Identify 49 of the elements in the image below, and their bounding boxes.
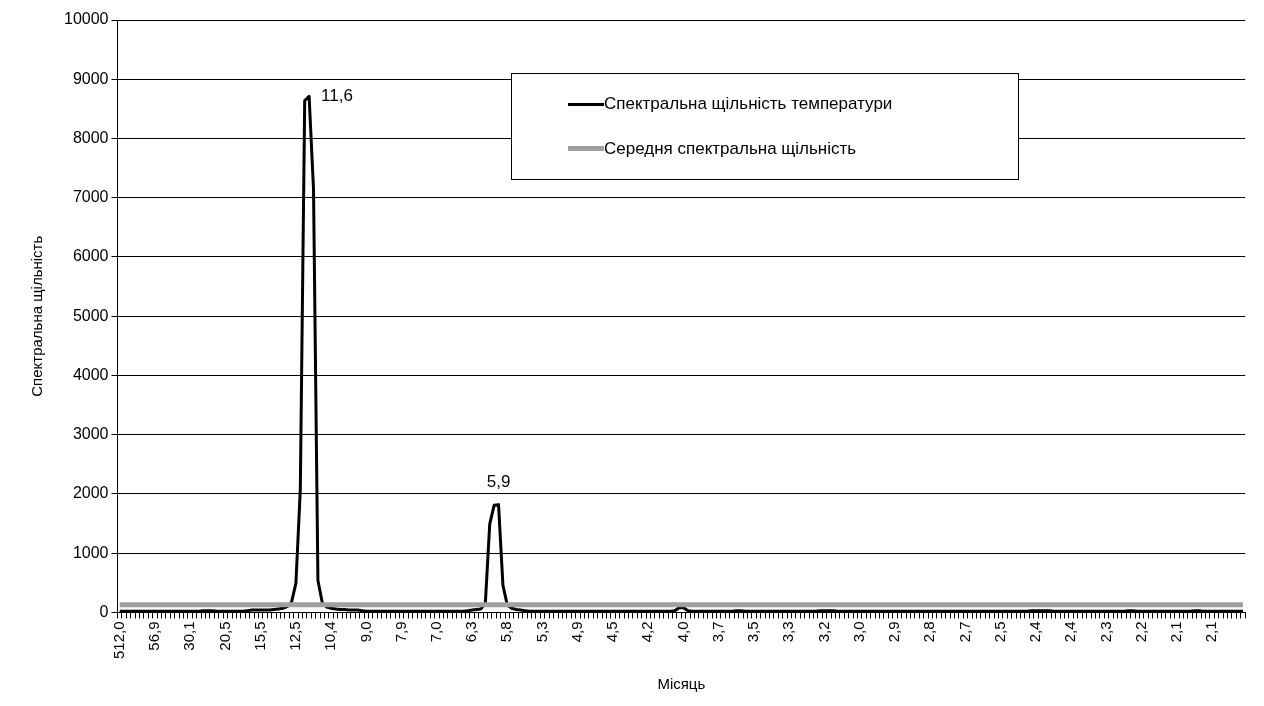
y-tick-label: 2000 [72, 484, 109, 502]
x-tick-label: 7,9 [391, 621, 409, 643]
y-tick-label: 10000 [63, 10, 109, 28]
annotation: 5,9 [486, 471, 511, 491]
x-tick-label: 3,5 [744, 621, 762, 643]
y-tick-label: 7000 [72, 188, 109, 206]
annotation: 11,6 [321, 86, 353, 106]
x-tick-label: 7,0 [427, 621, 444, 643]
x-tick-label: 2,8 [920, 621, 938, 643]
x-tick-label: 2,7 [955, 621, 973, 643]
x-tick-label: 4,0 [673, 621, 691, 643]
x-axis-title: Місяць [657, 675, 706, 693]
y-tick-label: 3000 [72, 425, 109, 443]
y-tick-label: 0 [99, 602, 109, 620]
x-tick-label: 2,4 [1026, 621, 1044, 643]
x-tick-label: 9,0 [356, 621, 374, 643]
x-tick-label: 512,0 [109, 621, 127, 660]
x-tick-label: 12,5 [286, 621, 304, 651]
y-tick-label: 6000 [72, 247, 109, 265]
y-axis-title: Спектральна щільність [28, 235, 46, 397]
x-tick-label: 5,8 [497, 621, 515, 643]
x-tick-label: 3,2 [814, 621, 832, 643]
x-tick-label: 2,2 [1131, 621, 1149, 643]
x-tick-label: 2,9 [885, 621, 903, 643]
x-tick-label: 56,9 [145, 621, 163, 651]
legend-label: Спектральна щільність температури [604, 94, 893, 115]
x-tick-label: 4,5 [603, 621, 621, 643]
x-tick-label: 4,2 [638, 621, 656, 643]
x-tick-label: 6,3 [462, 621, 480, 643]
x-tick-label: 2,4 [1061, 621, 1079, 643]
x-tick-label: 10,4 [321, 621, 339, 651]
x-tick-label: 3,7 [708, 621, 726, 643]
y-tick-label: 5000 [72, 306, 109, 324]
x-tick-label: 2,5 [990, 621, 1008, 643]
y-tick-label: 4000 [72, 365, 109, 383]
x-tick-label: 15,5 [250, 621, 268, 651]
legend-label: Середня спектральна щільність [604, 138, 857, 159]
x-tick-label: 30,1 [180, 621, 198, 651]
x-tick-label: 5,3 [532, 621, 550, 643]
x-tick-label: 3,0 [849, 621, 867, 643]
x-tick-label: 2,3 [1096, 621, 1114, 643]
y-tick-label: 8000 [72, 128, 109, 146]
x-tick-label: 20,5 [215, 621, 233, 651]
x-tick-label: 3,3 [779, 621, 797, 643]
x-tick-label: 4,9 [567, 621, 585, 643]
x-tick-label: 2,1 [1202, 621, 1220, 643]
y-tick-label: 1000 [72, 543, 109, 561]
x-tick-label: 2,1 [1167, 621, 1185, 643]
y-tick-label: 9000 [72, 69, 109, 87]
